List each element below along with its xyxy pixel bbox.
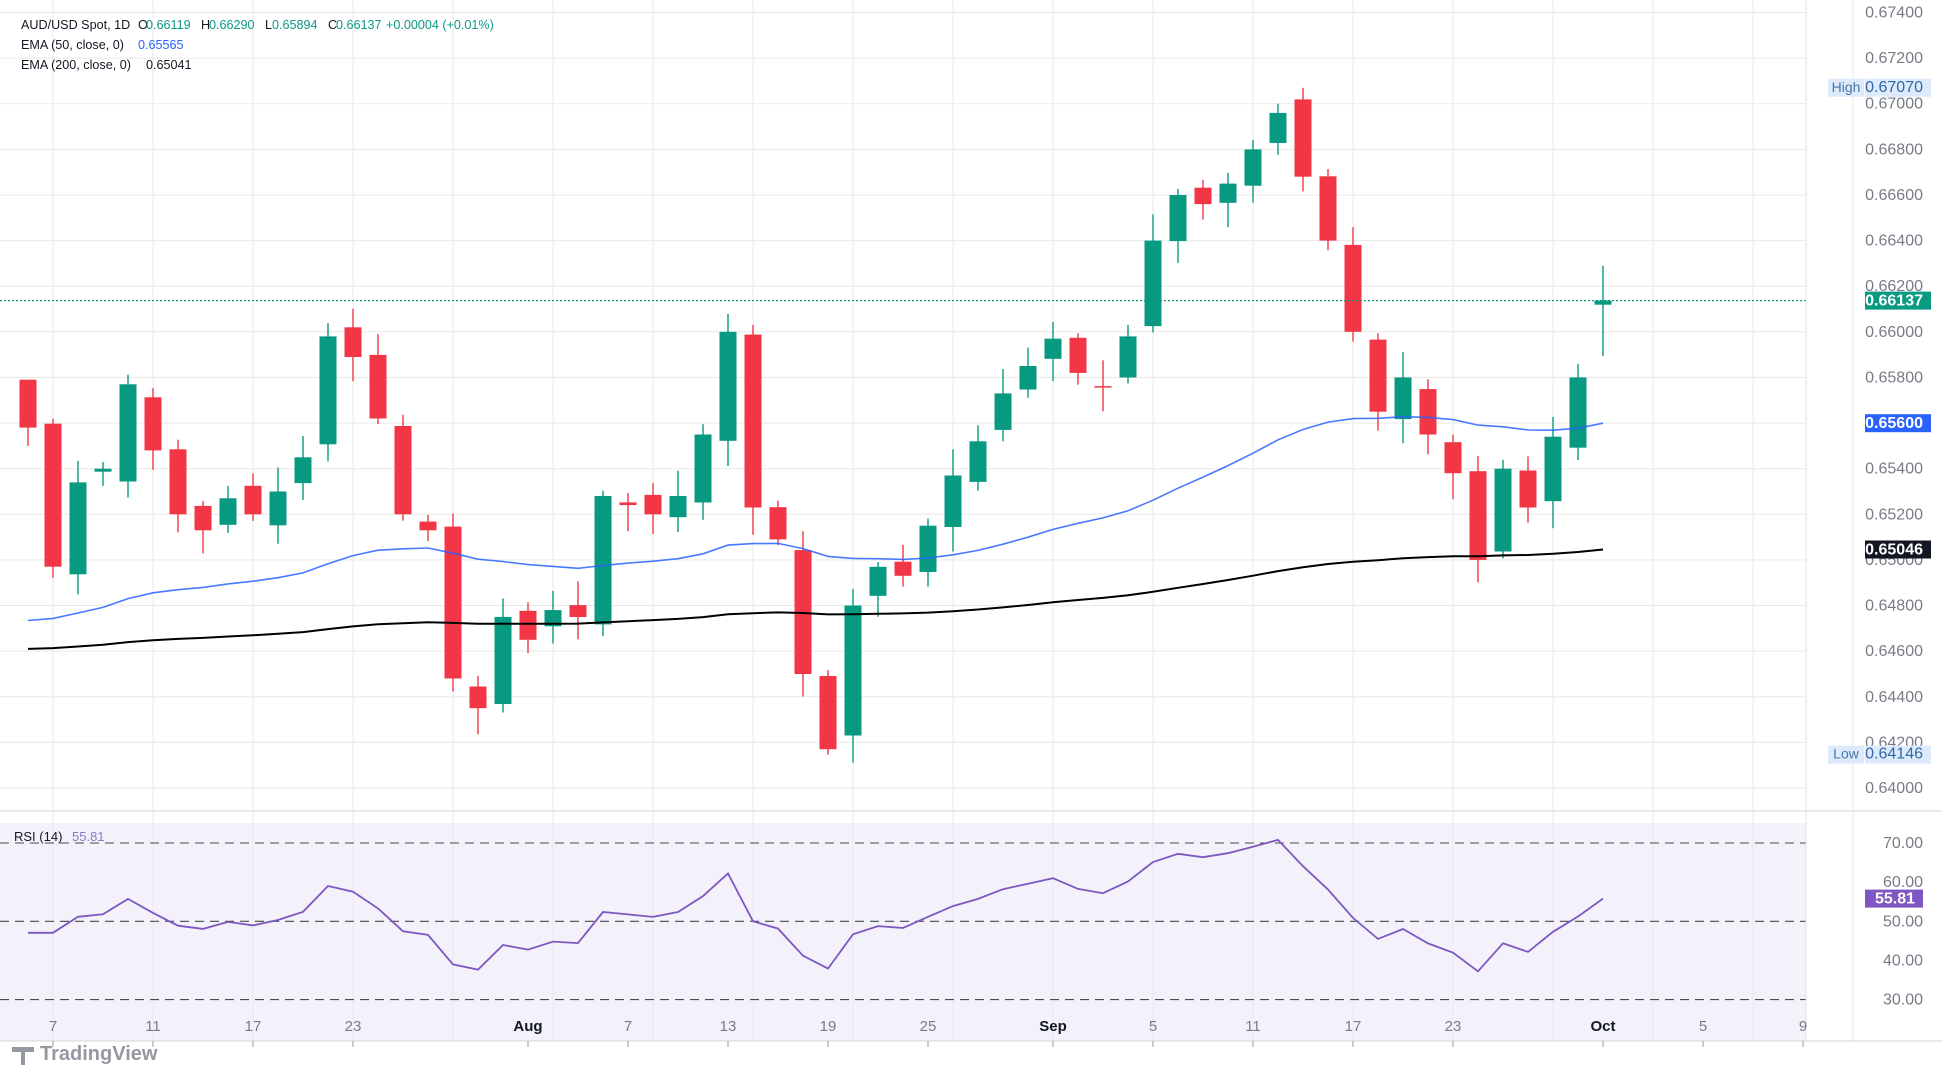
svg-text:Aug: Aug — [513, 1018, 542, 1035]
svg-text:0.66119: 0.66119 — [146, 18, 191, 32]
svg-text:0.66137: 0.66137 — [1865, 293, 1923, 310]
svg-text:0.64400: 0.64400 — [1865, 689, 1923, 706]
svg-text:50.00: 50.00 — [1883, 913, 1923, 930]
svg-text:5: 5 — [1149, 1018, 1157, 1035]
svg-text:0.66800: 0.66800 — [1865, 141, 1923, 158]
svg-text:23: 23 — [345, 1018, 362, 1035]
svg-text:High: High — [1832, 79, 1861, 95]
svg-text:0.65041: 0.65041 — [146, 58, 192, 72]
svg-text:0.67400: 0.67400 — [1865, 5, 1923, 22]
svg-text:17: 17 — [1345, 1018, 1362, 1035]
svg-text:23: 23 — [1445, 1018, 1462, 1035]
svg-text:0.64600: 0.64600 — [1865, 643, 1923, 660]
svg-text:0.65565: 0.65565 — [138, 38, 184, 52]
svg-text:9: 9 — [1799, 1018, 1807, 1035]
svg-text:0.65894: 0.65894 — [272, 18, 318, 32]
svg-text:11: 11 — [1245, 1018, 1261, 1035]
svg-text:+0.00004 (+0.01%): +0.00004 (+0.01%) — [386, 18, 494, 32]
svg-text:EMA (200, close, 0): EMA (200, close, 0) — [21, 58, 131, 72]
svg-text:55.81: 55.81 — [72, 829, 105, 844]
svg-text:Oct: Oct — [1590, 1018, 1615, 1035]
svg-text:70.00: 70.00 — [1883, 835, 1923, 852]
svg-text:AUD/USD Spot, 1D: AUD/USD Spot, 1D — [21, 18, 130, 32]
svg-text:0.67200: 0.67200 — [1865, 50, 1923, 67]
svg-text:0.65800: 0.65800 — [1865, 369, 1923, 386]
svg-text:0.67000: 0.67000 — [1865, 96, 1923, 113]
svg-text:0.64000: 0.64000 — [1865, 780, 1923, 797]
svg-text:0.65600: 0.65600 — [1865, 415, 1923, 432]
svg-text:0.65400: 0.65400 — [1865, 461, 1923, 478]
svg-text:L: L — [265, 18, 272, 32]
svg-text:13: 13 — [720, 1018, 737, 1035]
svg-text:25: 25 — [920, 1018, 937, 1035]
svg-text:60.00: 60.00 — [1883, 874, 1923, 891]
svg-text:0.66137: 0.66137 — [336, 18, 382, 32]
svg-text:0.66600: 0.66600 — [1865, 187, 1923, 204]
svg-text:Low: Low — [1833, 746, 1860, 762]
svg-text:Sep: Sep — [1039, 1018, 1067, 1035]
svg-text:19: 19 — [820, 1018, 837, 1035]
svg-text:0.66290: 0.66290 — [209, 18, 255, 32]
svg-text:11: 11 — [145, 1018, 161, 1035]
svg-text:55.81: 55.81 — [1875, 891, 1915, 908]
svg-text:0.64800: 0.64800 — [1865, 598, 1923, 615]
svg-text:0.65200: 0.65200 — [1865, 506, 1923, 523]
svg-text:7: 7 — [624, 1018, 632, 1035]
svg-text:7: 7 — [49, 1018, 57, 1035]
svg-text:EMA (50, close, 0): EMA (50, close, 0) — [21, 38, 124, 52]
svg-text:0.66400: 0.66400 — [1865, 233, 1923, 250]
svg-text:30.00: 30.00 — [1883, 992, 1923, 1009]
svg-text:0.65046: 0.65046 — [1865, 542, 1923, 559]
svg-text:RSI (14): RSI (14) — [14, 829, 62, 844]
svg-text:40.00: 40.00 — [1883, 953, 1923, 970]
svg-text:5: 5 — [1699, 1018, 1707, 1035]
svg-text:0.66000: 0.66000 — [1865, 324, 1923, 341]
svg-text:17: 17 — [245, 1018, 262, 1035]
svg-text:0.67070: 0.67070 — [1865, 79, 1923, 96]
svg-text:0.64146: 0.64146 — [1865, 746, 1923, 763]
